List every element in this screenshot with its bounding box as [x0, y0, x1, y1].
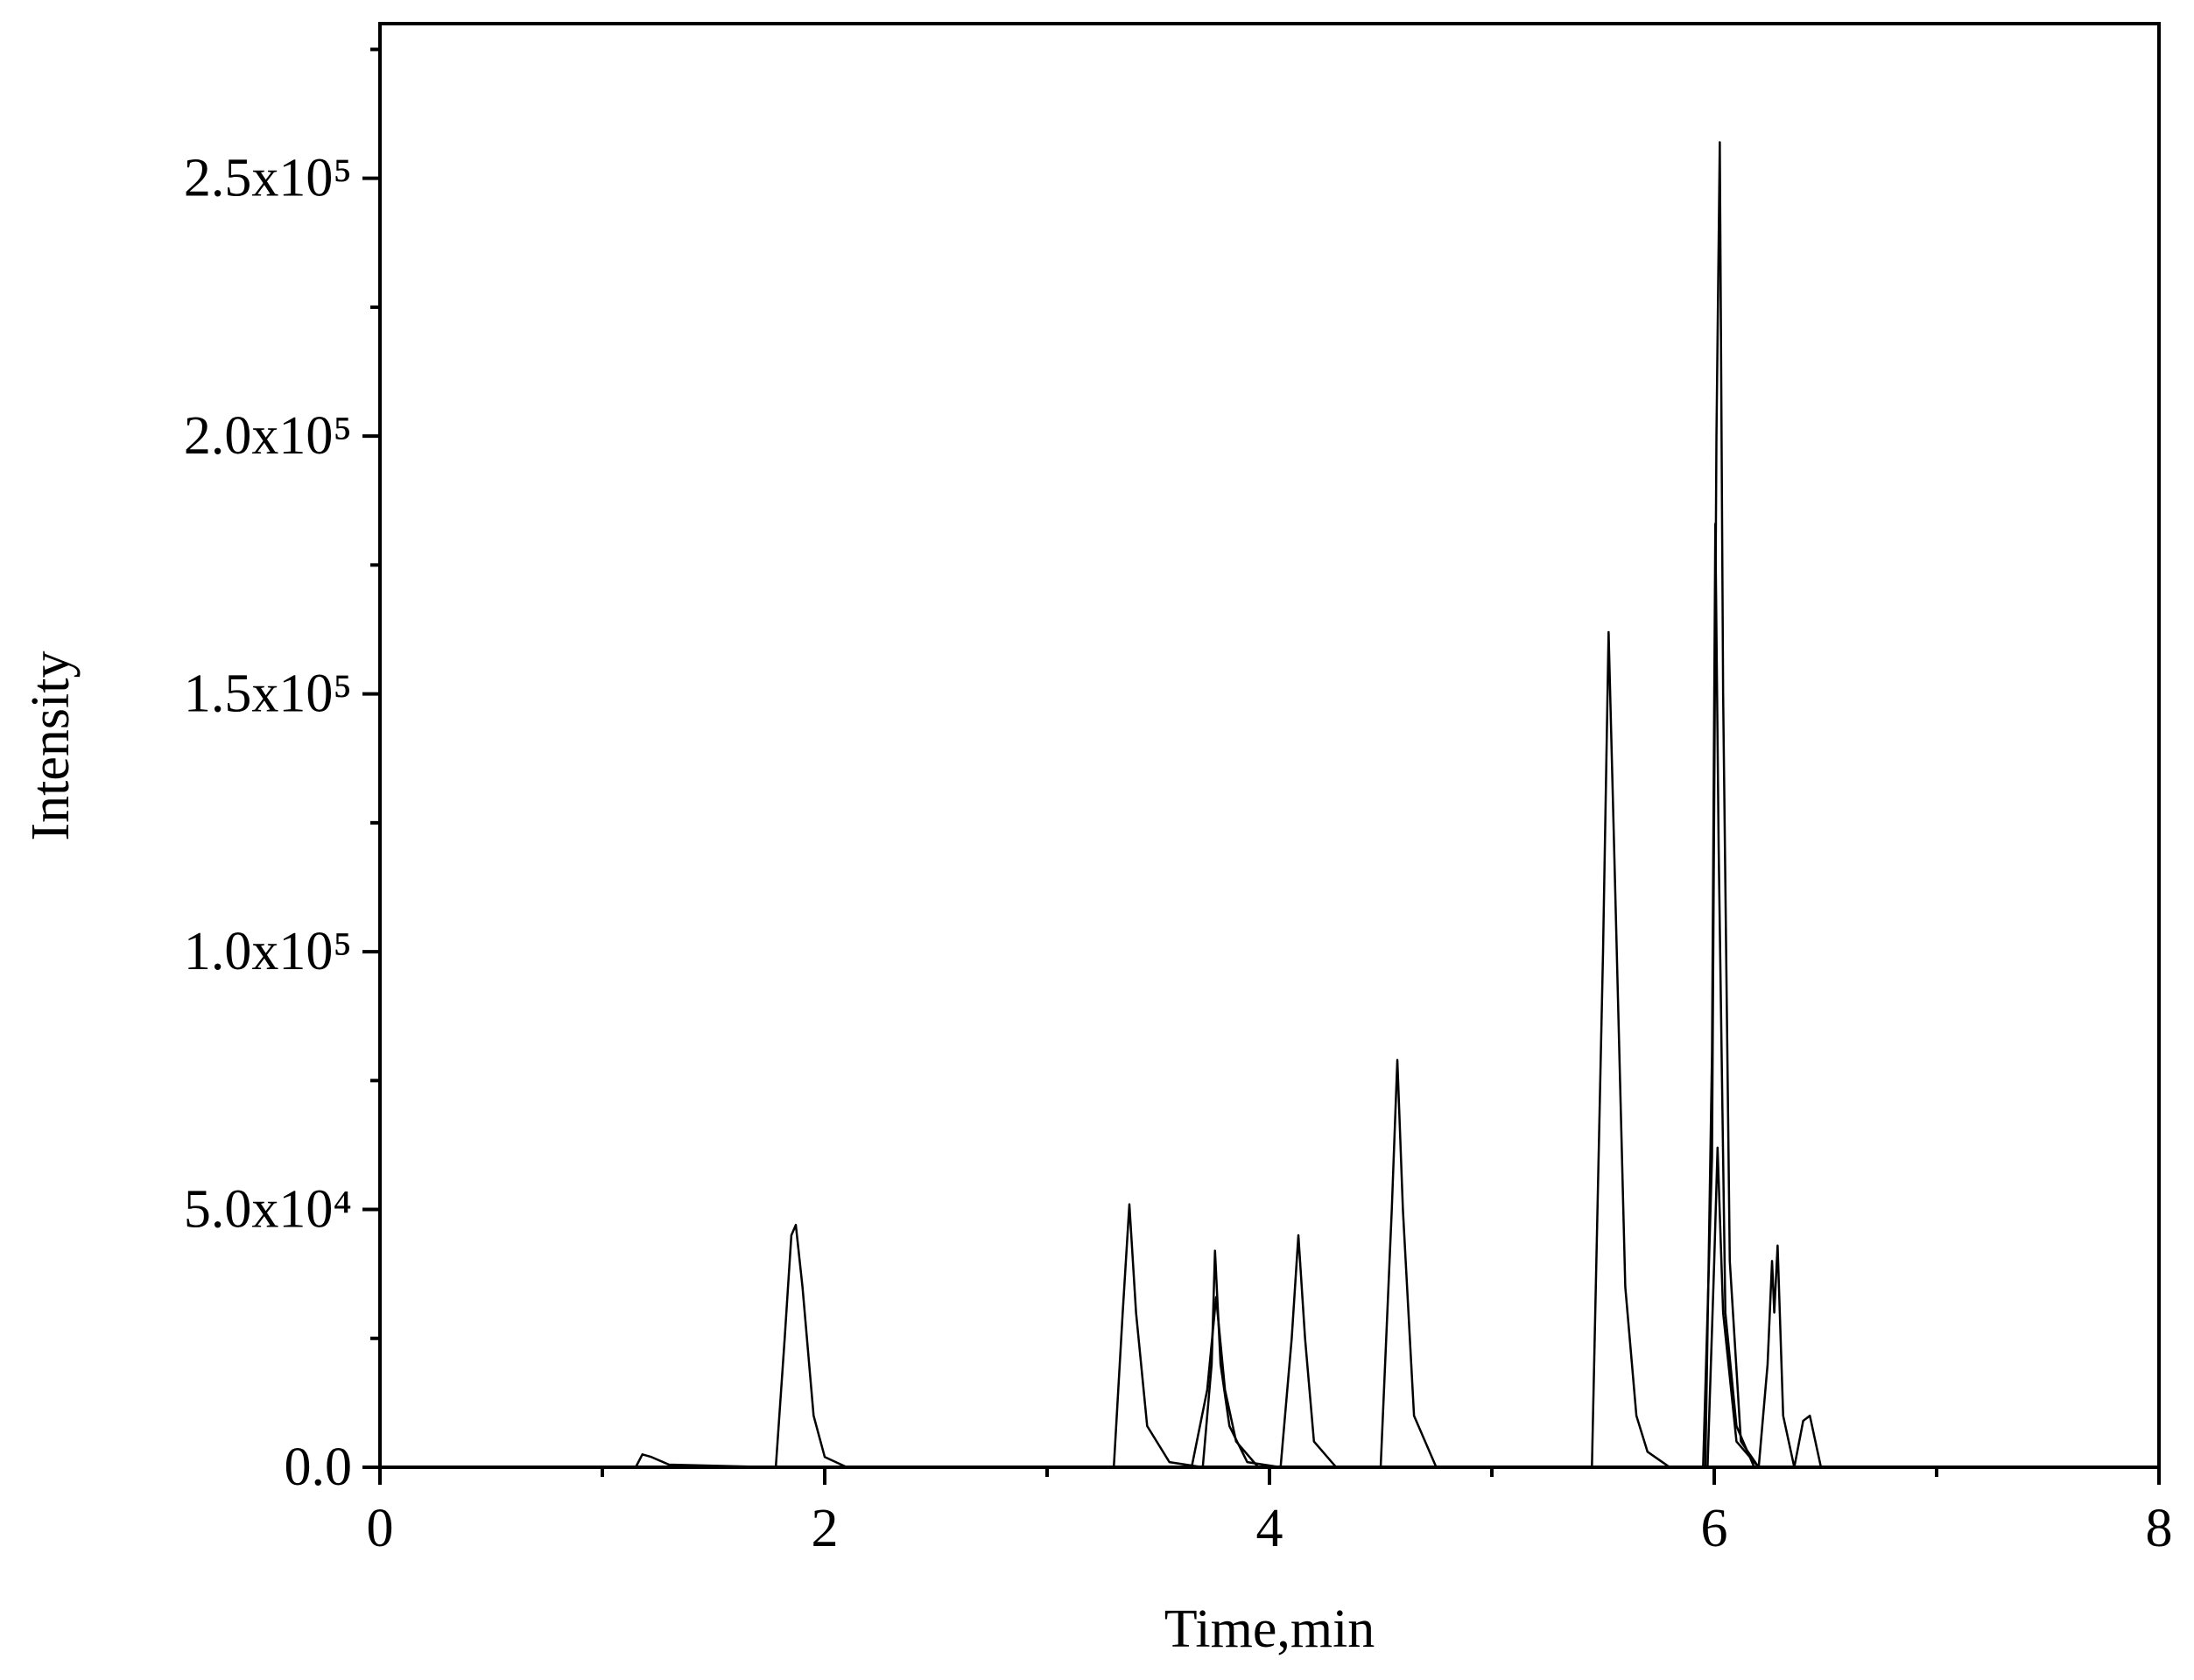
y-tick-label: 2.5x10⁵: [184, 149, 352, 208]
y-tick-label: 1.5x10⁵: [184, 664, 352, 724]
x-tick-label: 0: [367, 1499, 394, 1558]
y-tick-label: 0.0: [285, 1437, 353, 1497]
x-tick-label: 6: [1701, 1499, 1728, 1558]
trace: [535, 630, 2159, 1469]
x-axis-label: Time,min: [1164, 1599, 1375, 1659]
trace: [1190, 1296, 1260, 1468]
y-axis-label: Intensity: [21, 651, 81, 841]
y-tick-label: 1.0x10⁵: [184, 922, 352, 981]
x-tick-label: 8: [2146, 1499, 2173, 1558]
x-tick-label: 4: [1256, 1499, 1283, 1558]
plot-frame: [378, 22, 2161, 1469]
y-tick-label: 5.0x10⁴: [184, 1180, 352, 1240]
y-tick-label: 2.0x10⁵: [184, 406, 352, 466]
trace: [1704, 523, 1755, 1468]
x-tick-label: 2: [812, 1499, 839, 1558]
trace: [1702, 141, 1760, 1468]
trace: [1706, 1146, 1823, 1469]
